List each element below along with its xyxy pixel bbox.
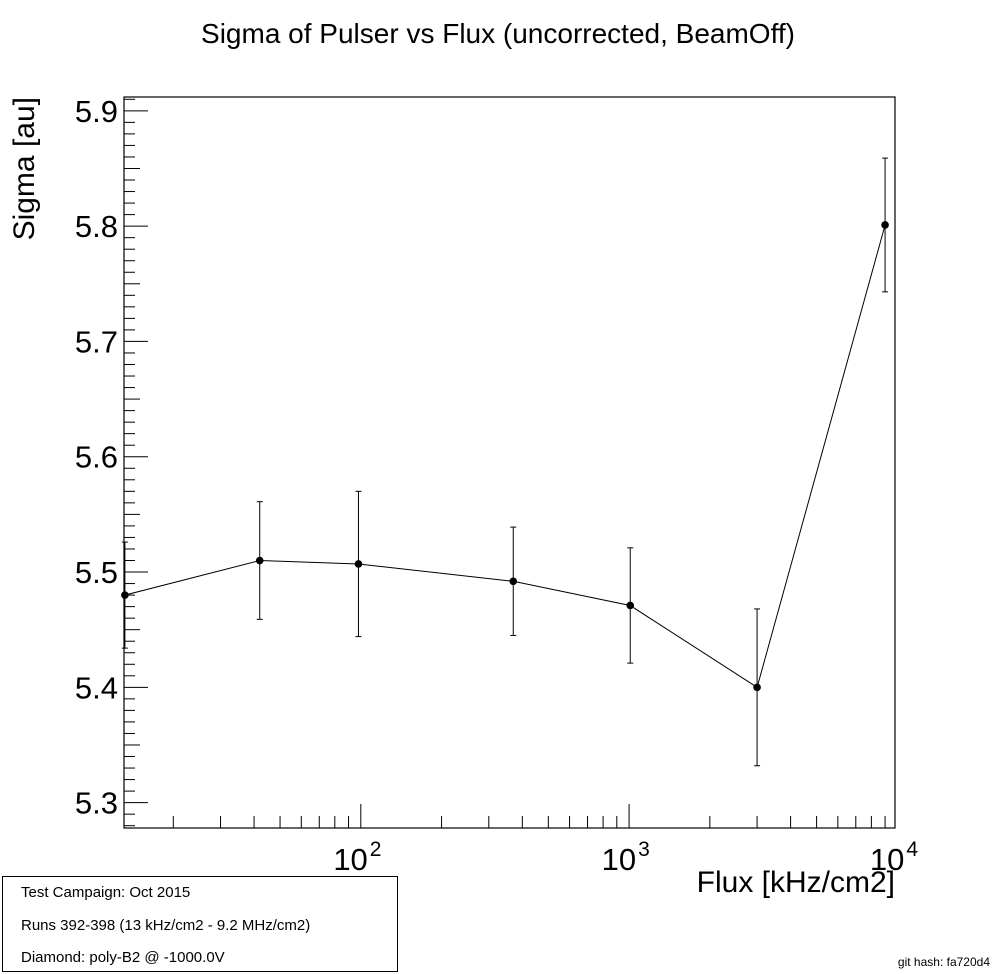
y-tick-label: 5.4 [75,670,118,705]
x-tick-exponent: 2 [370,838,382,861]
point-marker [626,601,635,610]
series-line [124,224,886,689]
y-tick-label: 5.7 [75,324,118,359]
runs-text: Runs 392-398 (13 kHz/cm2 - 9.2 MHz/cm2) [21,917,311,934]
y-tick-label: 5.8 [75,209,118,244]
x-tick-base: 10 [870,842,904,877]
y-tick-label: 5.6 [75,440,118,475]
y-tick-label: 5.9 [75,94,118,129]
x-tick-label: 10 4 [870,838,918,877]
point-marker [121,591,129,599]
y-tick-label: 5.5 [75,555,118,590]
point-marker [354,560,363,568]
data-point [881,157,889,293]
data-point [626,547,635,664]
x-tick-base: 10 [333,842,367,877]
x-tick-label: 10 3 [602,838,650,877]
x-tick-exponent: 3 [638,838,650,861]
x-tick-exponent: 4 [906,838,918,861]
chart-title: Sigma of Pulser vs Flux (uncorrected, Be… [201,18,795,49]
point-marker [255,556,264,565]
info-box: Test Campaign: Oct 2015 Runs 392-398 (13… [2,876,398,972]
data-series [121,157,889,767]
point-marker [753,683,761,692]
git-hash-label: git hash: fa720d4 [897,955,990,969]
data-point [255,501,264,620]
diamond-text: Diamond: poly-B2 @ -1000.0V [21,949,225,966]
campaign-text: Test Campaign: Oct 2015 [21,884,191,901]
data-point [509,526,518,636]
x-tick-base: 10 [602,842,636,877]
plot-frame [123,96,896,829]
x-axis-label: Flux [kHz/cm2] [697,866,895,899]
data-point [121,541,129,649]
x-tick-label: 10 2 [333,838,381,877]
point-marker [509,577,518,586]
axes: 5.35.45.55.65.75.85.910 2 10 3 10 4 [75,94,918,877]
point-marker [881,221,889,229]
data-point [354,490,363,638]
y-tick-label: 5.3 [75,786,118,821]
y-axis-label: Sigma [au] [8,97,41,240]
data-point [753,608,761,767]
